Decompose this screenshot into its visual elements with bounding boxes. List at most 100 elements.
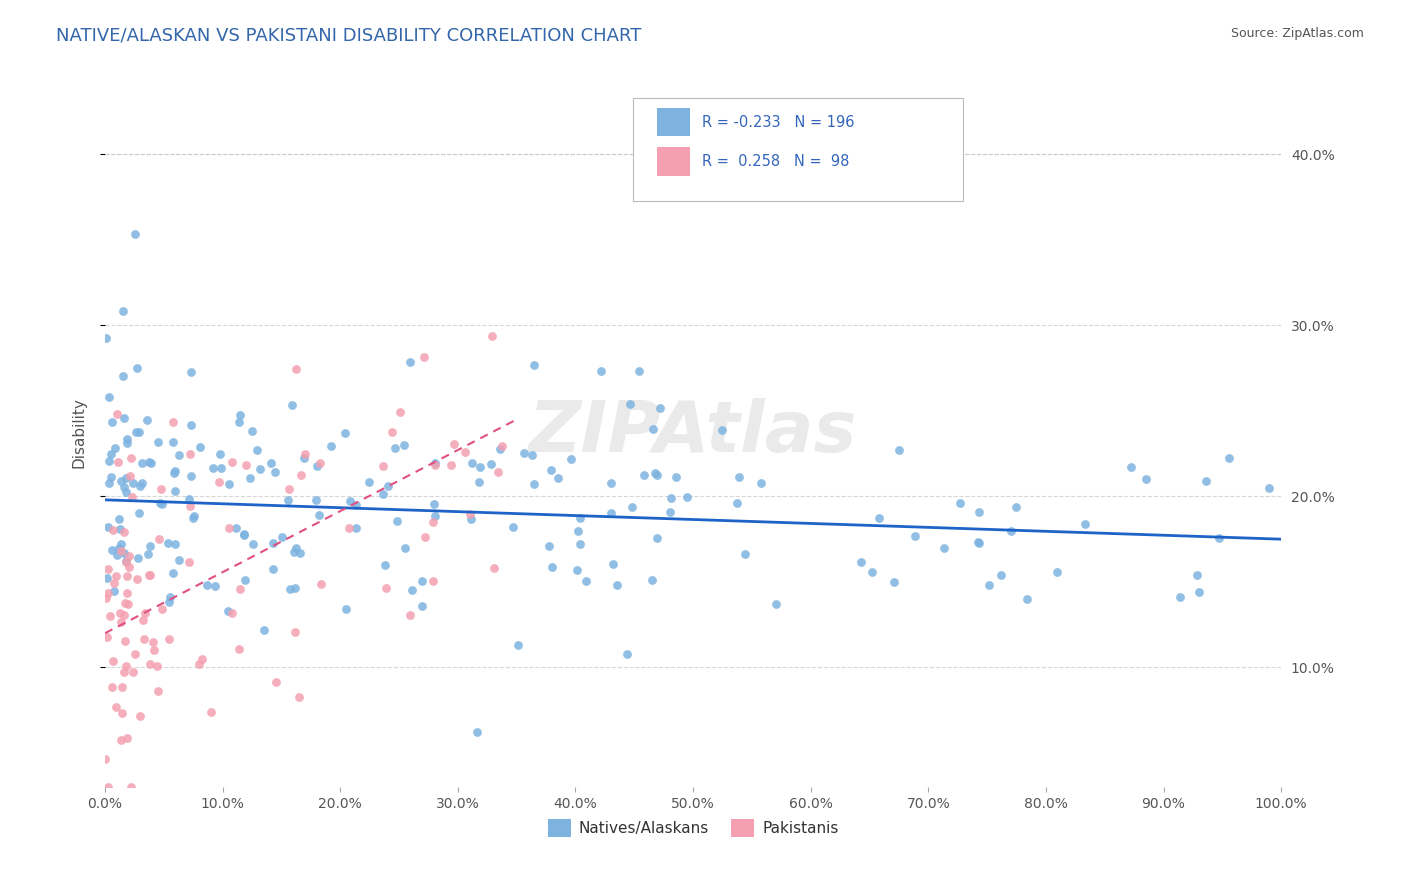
Point	[129, 479, 152, 493]
Point	[288, 690, 311, 705]
Point	[423, 457, 446, 471]
Point	[112, 665, 135, 679]
Point	[422, 516, 444, 530]
Point	[849, 555, 872, 569]
Point	[157, 632, 180, 646]
Point	[569, 510, 592, 524]
Y-axis label: Disability: Disability	[72, 397, 86, 467]
Point	[481, 328, 503, 343]
Point	[540, 463, 562, 477]
Point	[94, 752, 117, 766]
Point	[165, 484, 187, 499]
Point	[183, 509, 205, 524]
Point	[523, 359, 546, 373]
Point	[200, 705, 222, 719]
Point	[96, 571, 118, 585]
Point	[120, 780, 142, 794]
Point	[115, 568, 138, 582]
Point	[308, 508, 330, 522]
Point	[114, 554, 136, 568]
Point	[305, 492, 328, 507]
Point	[467, 724, 489, 739]
Point	[110, 536, 132, 550]
Text: NATIVE/ALASKAN VS PAKISTANI DISABILITY CORRELATION CHART: NATIVE/ALASKAN VS PAKISTANI DISABILITY C…	[56, 27, 641, 45]
Point	[163, 466, 186, 480]
Point	[163, 464, 186, 478]
Point	[565, 563, 588, 577]
Point	[486, 465, 509, 479]
Point	[115, 586, 138, 600]
Point	[749, 475, 772, 490]
Point	[110, 544, 132, 558]
Point	[134, 606, 156, 620]
Point	[645, 532, 668, 546]
Point	[105, 548, 128, 562]
Point	[180, 418, 202, 433]
Point	[98, 475, 121, 490]
Point	[491, 439, 513, 453]
Point	[107, 455, 129, 469]
Point	[240, 424, 263, 438]
Text: Source: ZipAtlas.com: Source: ZipAtlas.com	[1230, 27, 1364, 40]
Point	[440, 458, 463, 472]
Point	[159, 590, 181, 604]
Point	[112, 369, 135, 384]
Point	[132, 632, 155, 647]
Point	[371, 487, 394, 501]
Point	[620, 500, 643, 514]
Point	[454, 444, 477, 458]
Point	[117, 436, 139, 450]
Point	[100, 469, 122, 483]
Point	[860, 565, 883, 579]
Point	[138, 455, 160, 469]
Point	[290, 468, 312, 483]
Point	[179, 491, 201, 506]
Text: ZIPAtlas: ZIPAtlas	[529, 398, 858, 467]
Point	[105, 699, 128, 714]
Point	[239, 471, 262, 485]
Point	[411, 599, 433, 613]
Point	[98, 608, 121, 623]
Point	[108, 511, 131, 525]
Point	[399, 608, 422, 623]
Point	[284, 624, 307, 639]
Point	[228, 641, 250, 656]
Point	[139, 540, 162, 554]
Point	[413, 350, 436, 364]
Point	[232, 526, 254, 541]
Point	[665, 470, 688, 484]
Point	[725, 495, 748, 509]
Point	[111, 706, 134, 720]
Point	[108, 523, 131, 537]
Point	[381, 425, 404, 440]
Point	[606, 578, 628, 592]
Point	[967, 535, 990, 549]
Point	[228, 408, 250, 422]
Point	[188, 657, 211, 671]
Point	[411, 574, 433, 589]
Point	[110, 474, 132, 488]
Point	[765, 597, 787, 611]
Point	[104, 441, 127, 455]
Point	[278, 482, 301, 496]
Point	[727, 469, 749, 483]
Point	[1218, 451, 1240, 466]
Point	[98, 454, 121, 468]
Point	[309, 577, 332, 591]
Point	[616, 647, 638, 661]
Point	[114, 484, 136, 499]
Point	[118, 549, 141, 564]
Point	[103, 584, 125, 599]
Point	[165, 537, 187, 551]
Point	[460, 511, 482, 525]
Point	[94, 591, 117, 605]
Point	[375, 581, 398, 595]
Point	[1046, 565, 1069, 579]
Point	[94, 331, 117, 345]
Point	[122, 665, 145, 679]
Point	[167, 448, 190, 462]
Point	[112, 607, 135, 622]
Point	[101, 681, 124, 695]
Point	[949, 496, 972, 510]
Legend: Natives/Alaskans, Pakistanis: Natives/Alaskans, Pakistanis	[541, 813, 845, 843]
